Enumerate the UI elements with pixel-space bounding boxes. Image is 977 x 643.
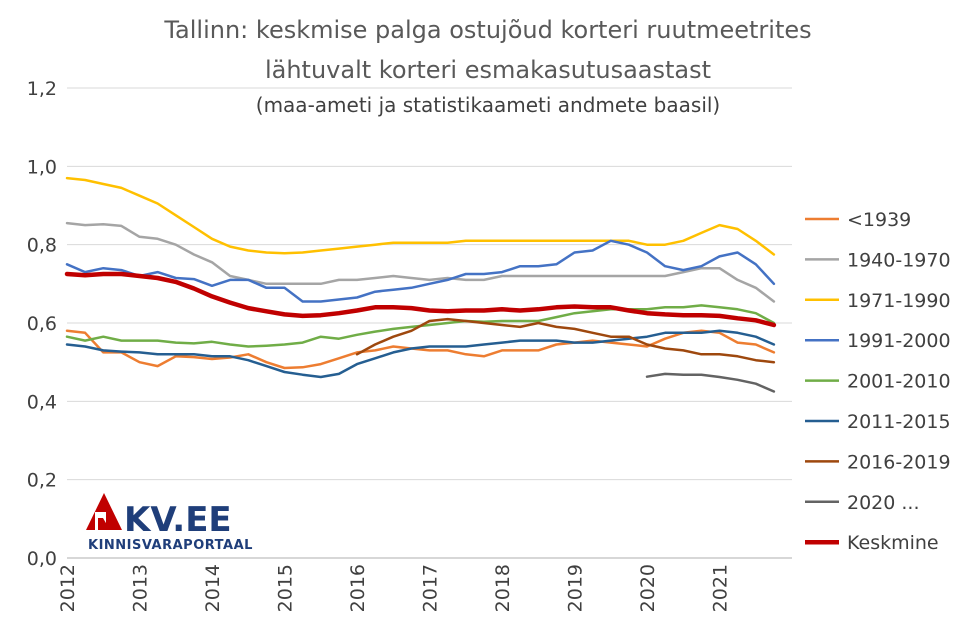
x-tick-label: 2016 [347, 564, 369, 612]
series-line [65, 239, 776, 303]
y-tick-label: 1,0 [27, 156, 57, 178]
legend-label: 1971-1990 [847, 290, 951, 312]
logo-name: KV.EE [124, 500, 232, 540]
y-tick-label: 0,2 [27, 470, 57, 492]
legend-label: 2020 ... [847, 492, 920, 514]
legend: <1939 1940-1970 1971-1990 1991-2000 2001-201… [805, 209, 951, 554]
legend-label: 2001-2010 [847, 371, 951, 393]
legend-label: 2016-2019 [847, 451, 951, 473]
chart-title-line-1: Tallinn: keskmise palga ostujõud korteri… [163, 16, 811, 44]
series-line [64, 271, 777, 328]
series-line [65, 329, 776, 379]
y-tick-label: 0,8 [27, 235, 57, 257]
house-icon [86, 493, 122, 530]
x-tick-label: 2020 [637, 564, 659, 612]
x-tick-label: 2012 [57, 564, 79, 612]
logo-tagline: KINNISVARAPORTAAL [88, 538, 253, 553]
x-tick-label: 2019 [565, 564, 587, 612]
series-line [65, 176, 776, 256]
legend-label: <1939 [847, 209, 911, 231]
legend-label: Keskmine [847, 532, 939, 554]
x-axis-ticks: 2012 2013 2014 2015 2016 2017 2018 2019 2020 2021 [57, 564, 732, 612]
x-tick-label: 2017 [420, 564, 442, 612]
x-tick-label: 2015 [275, 564, 297, 612]
y-tick-label: 1,2 [27, 78, 57, 100]
series-line [645, 372, 776, 393]
series-lines [64, 176, 777, 393]
x-tick-label: 2013 [130, 564, 152, 612]
y-axis-ticks: 0,0 0,2 0,4 0,6 0,8 1,0 1,2 [27, 78, 57, 570]
kv-ee-logo: KV.EE KINNISVARAPORTAAL [86, 493, 253, 553]
legend-label: 1940-1970 [847, 249, 951, 271]
chart-title-line-2: lähtuvalt korteri esmakasutusaastast [265, 56, 711, 84]
chart-subtitle: (maa-ameti ja statistikaameti andmete ba… [256, 93, 720, 117]
x-tick-label: 2014 [202, 564, 224, 612]
y-tick-label: 0,0 [27, 548, 57, 570]
y-tick-label: 0,6 [27, 313, 57, 335]
series-line [65, 329, 776, 370]
series-line [65, 221, 776, 303]
chart-title: Tallinn: keskmise palga ostujõud korteri… [163, 16, 811, 117]
legend-label: 1991-2000 [847, 330, 951, 352]
gridlines [67, 87, 792, 481]
x-tick-label: 2018 [492, 564, 514, 612]
series-line [355, 317, 776, 364]
y-tick-label: 0,4 [27, 391, 57, 413]
legend-label: 2011-2015 [847, 411, 951, 433]
x-tick-label: 2021 [710, 564, 732, 612]
